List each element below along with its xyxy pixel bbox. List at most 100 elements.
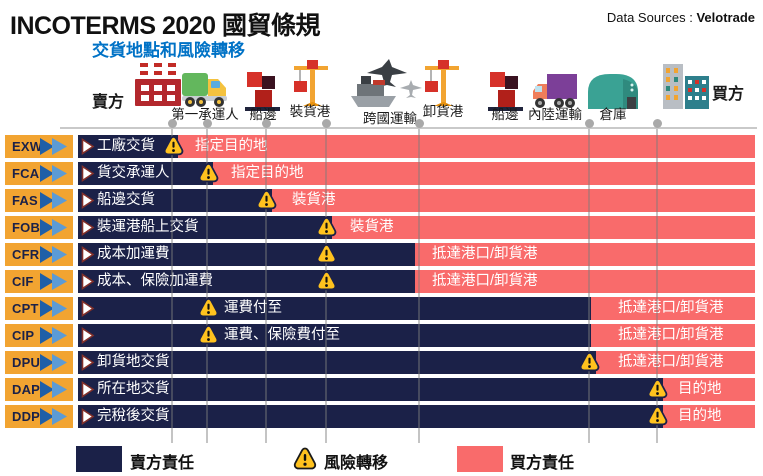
term-code: CIP — [12, 328, 35, 343]
milestone-dot — [202, 119, 212, 128]
buyer-responsibility-bar — [178, 135, 755, 158]
seller-responsibility-bar — [78, 405, 663, 428]
loading-crane-icon — [291, 59, 333, 112]
seller-bar-text: 卸貨地交貨 — [97, 354, 170, 370]
term-badge: FAS — [5, 189, 73, 212]
stage-label: 裝貨港 — [289, 104, 331, 119]
delivery-start-icon — [81, 381, 95, 403]
incoterm-row-exw: EXW 工廠交貨 指定目的地 — [0, 135, 763, 158]
term-badge: DDP — [5, 405, 73, 428]
data-sources-label: Data Sources : — [606, 10, 693, 25]
buyer-label: 買方 — [712, 86, 745, 103]
buyer-bar-text: 目的地 — [678, 381, 722, 397]
risk-transfer-icon — [163, 135, 184, 162]
incoterm-row-fca: FCA 貨交承運人 指定目的地 — [0, 162, 763, 185]
inland-truck-icon — [531, 72, 579, 115]
stage-label: 船邊 — [491, 107, 519, 122]
buyer-responsibility-bar — [591, 324, 755, 347]
seller-responsibility-bar — [78, 162, 213, 185]
delivery-start-icon — [81, 165, 95, 187]
stage-label: 倉庫 — [599, 107, 627, 122]
seller-responsibility-bar — [78, 297, 591, 320]
incoterm-row-ddp: DDP 完稅後交貨 目的地 — [0, 405, 763, 428]
seller-responsibility-bar — [78, 189, 272, 212]
term-code: CIF — [12, 274, 34, 289]
gridline — [171, 129, 173, 443]
unloading-crane-icon — [422, 59, 464, 112]
risk-transfer-icon — [316, 243, 337, 270]
seller-bar-text: 成本、保險加運費 — [97, 273, 213, 289]
delivery-start-icon — [81, 300, 95, 322]
seller-bar-text: 所在地交貨 — [97, 381, 170, 397]
term-badge: FCA — [5, 162, 73, 185]
legend-seller-swatch — [76, 446, 122, 472]
legend-buyer-label: 買方責任 — [510, 455, 575, 472]
seller-bar-text: 船邊交貨 — [97, 192, 155, 208]
delivery-start-icon — [81, 246, 95, 268]
seller-label: 賣方 — [92, 94, 125, 111]
delivery-start-icon — [81, 192, 95, 214]
buyer-responsibility-bar — [596, 351, 755, 374]
data-sources: Data Sources : Velotrade — [607, 10, 755, 25]
seller-responsibility-bar — [78, 351, 596, 374]
term-code: FCA — [12, 166, 40, 181]
term-code: EXW — [12, 139, 43, 154]
risk-transfer-icon — [198, 297, 219, 324]
legend-buyer-swatch — [457, 446, 503, 472]
buyer-responsibility-bar — [415, 243, 755, 266]
warehouse-icon — [586, 70, 640, 115]
gridline — [265, 129, 267, 443]
milestone-dot — [652, 119, 662, 128]
page-subtitle: 交貨地點和風險轉移 — [92, 41, 245, 60]
stage-label: 第一承運人 — [171, 107, 239, 122]
buyer-bar-text: 抵達港口/卸貨港 — [618, 327, 724, 343]
buyer-bar-text: 裝貨港 — [292, 192, 336, 208]
term-code: CFR — [12, 247, 40, 262]
buyer-responsibility-bar — [663, 405, 755, 428]
incoterm-row-fob: FOB 裝運港船上交貨 裝貨港 — [0, 216, 763, 239]
gridline — [206, 129, 208, 443]
gridline — [588, 129, 590, 443]
milestone-dot — [261, 119, 271, 128]
buyer-responsibility-bar — [272, 189, 755, 212]
milestone-dot — [414, 119, 424, 128]
data-sources-value: Velotrade — [696, 10, 755, 25]
stage-label: 卸貨港 — [422, 104, 464, 119]
cargo-boxes-icon — [243, 70, 283, 119]
buyer-bar-text: 抵達港口/卸貨港 — [432, 273, 538, 289]
risk-transfer-icon — [316, 270, 337, 297]
term-badge: DAP — [5, 378, 73, 401]
gridline — [656, 129, 658, 443]
incoterm-row-cip: CIP 運費、保險費付至 抵達港口/卸貨港 — [0, 324, 763, 347]
milestone-dot — [584, 119, 594, 128]
page-title: INCOTERMS 2020 國貿條規 — [10, 12, 321, 40]
term-code: DAP — [12, 382, 41, 397]
term-badge: EXW — [5, 135, 73, 158]
buyer-responsibility-bar — [591, 297, 755, 320]
buyer-responsibility-bar — [415, 270, 755, 293]
incoterm-row-dpu: DPU 卸貨地交貨 抵達港口/卸貨港 — [0, 351, 763, 374]
seller-responsibility-bar — [78, 135, 178, 158]
stage-label: 內陸運輸 — [528, 107, 582, 122]
risk-transfer-icon — [647, 378, 668, 405]
seller-bar-text: 工廠交貨 — [97, 138, 155, 154]
legend-seller-label: 賣方責任 — [130, 455, 195, 472]
buyer-bar-text: 指定目的地 — [195, 138, 268, 154]
stage-label: 船邊 — [249, 107, 277, 122]
buyer-bar-text: 抵達港口/卸貨港 — [618, 300, 724, 316]
incoterm-row-cpt: CPT 運費付至 抵達港口/卸貨港 — [0, 297, 763, 320]
buildings-icon — [660, 62, 712, 115]
seller-responsibility-bar — [78, 378, 663, 401]
seller-bar-text: 貨交承運人 — [97, 165, 170, 181]
term-code: DPU — [12, 355, 41, 370]
truck-icon — [181, 70, 229, 115]
buyer-bar-text: 抵達港口/卸貨港 — [432, 246, 538, 262]
delivery-start-icon — [81, 138, 95, 160]
term-badge: CIP — [5, 324, 73, 347]
delivery-start-icon — [81, 273, 95, 295]
term-badge: CFR — [5, 243, 73, 266]
risk-transfer-icon — [316, 216, 337, 243]
timeline-baseline — [60, 127, 757, 129]
seller-bar-text: 成本加運費 — [97, 246, 170, 262]
delivery-start-icon — [81, 219, 95, 241]
